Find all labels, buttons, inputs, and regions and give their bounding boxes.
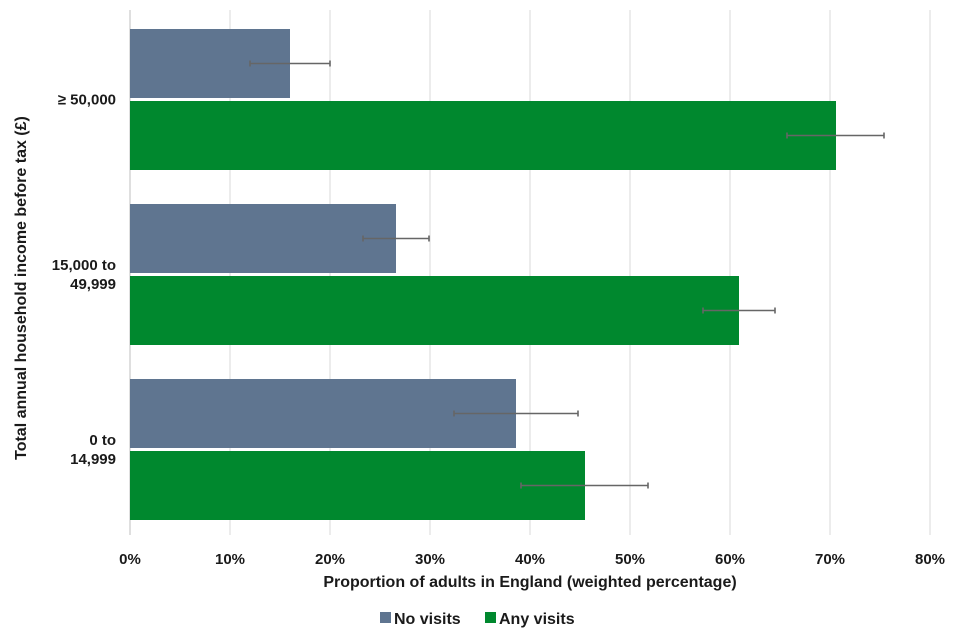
x-axis-title: Proportion of adults in England (weighte… <box>323 574 736 591</box>
x-tick-label: 70% <box>815 551 845 568</box>
error-bar-any-visits-1 <box>702 307 776 314</box>
x-tick-label: 30% <box>415 551 445 568</box>
category-label-line: ≥ 50,000 <box>58 92 116 109</box>
legend-swatch-any-visits <box>485 612 496 623</box>
bar-any-visits-1 <box>130 276 739 345</box>
x-tick-label: 80% <box>915 551 945 568</box>
category-label-0: ≥ 50,000 <box>58 92 116 109</box>
category-label-line: 14,999 <box>70 451 116 468</box>
x-tick-label: 40% <box>515 551 545 568</box>
category-label-line: 0 to <box>89 432 116 449</box>
legend-label-any-visits: Any visits <box>499 611 575 628</box>
legend-swatch-no-visits <box>380 612 391 623</box>
x-tick-label: 20% <box>315 551 345 568</box>
y-axis-categories: ≥ 50,000 15,000 to 49,999 0 to 14,999 <box>52 92 116 469</box>
x-tick-label: 10% <box>215 551 245 568</box>
error-bar-any-visits-0 <box>786 132 885 139</box>
y-axis-title: Total annual household income before tax… <box>13 116 30 460</box>
bar-no-visits-1 <box>130 204 396 273</box>
error-bar-no-visits-2 <box>453 410 579 417</box>
error-bars <box>249 60 885 489</box>
category-label-line: 15,000 to <box>52 257 116 274</box>
x-tick-label: 0% <box>119 551 141 568</box>
error-bar-no-visits-0 <box>249 60 331 67</box>
category-label-1: 15,000 to 49,999 <box>52 257 116 293</box>
bar-any-visits-2 <box>130 451 585 520</box>
x-tick-label: 50% <box>615 551 645 568</box>
bars <box>130 29 836 520</box>
x-axis-ticks: 0% 10% 20% 30% 40% 50% 60% 70% 80% <box>119 551 945 568</box>
legend: No visits Any visits <box>380 611 575 628</box>
bar-no-visits-2 <box>130 379 516 448</box>
error-bar-no-visits-1 <box>362 235 430 242</box>
x-tick-label: 60% <box>715 551 745 568</box>
category-label-line: 49,999 <box>70 276 116 293</box>
legend-label-no-visits: No visits <box>394 611 461 628</box>
category-label-2: 0 to 14,999 <box>70 432 116 468</box>
error-bar-any-visits-2 <box>520 482 649 489</box>
bar-any-visits-0 <box>130 101 836 170</box>
